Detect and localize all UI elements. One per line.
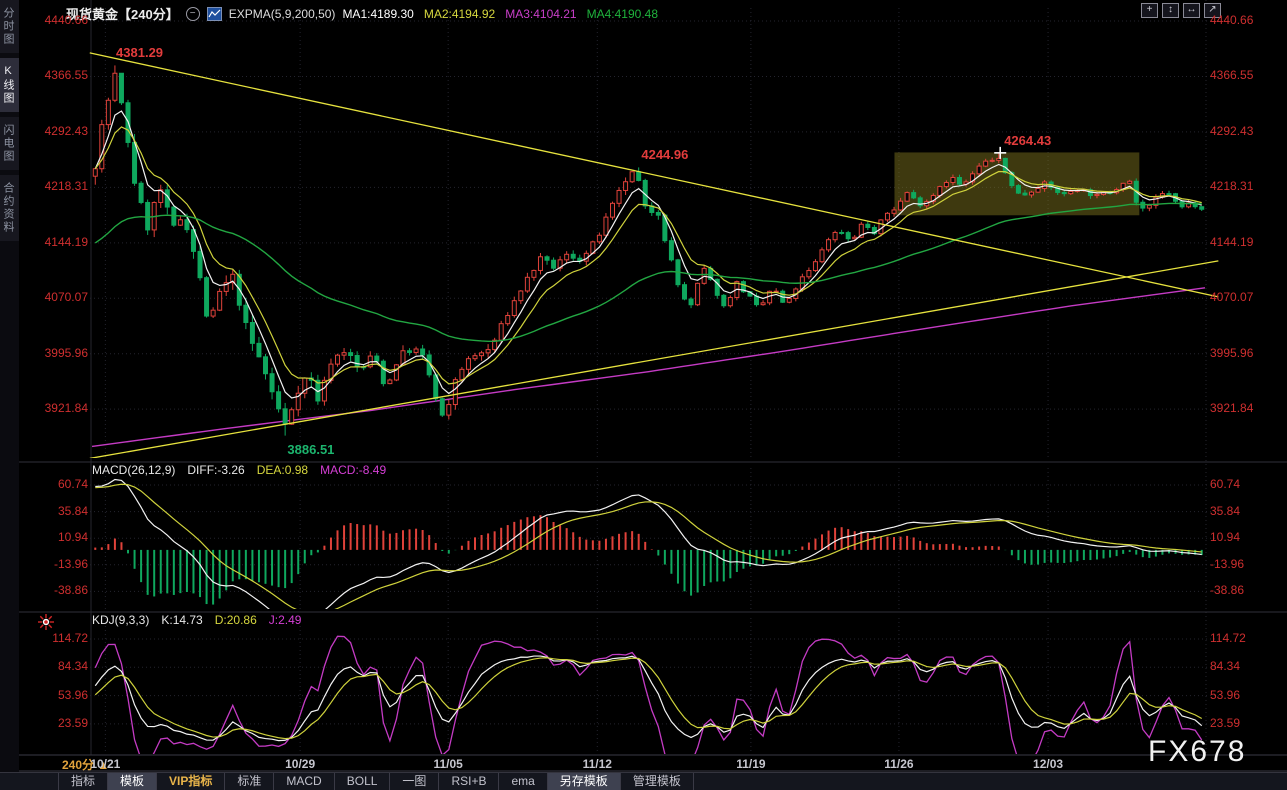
indicator-label: EXPMA(5,9,200,50) (228, 6, 336, 21)
footer-button-7[interactable]: RSI+B (439, 773, 500, 790)
watermark: FX678 (1148, 735, 1247, 768)
period-text: 240分 (62, 758, 95, 772)
date-tick-5: 11/26 (884, 757, 914, 771)
footer-button-3[interactable]: 标准 (225, 773, 275, 790)
kdj-readout-d: D:20.86 (214, 613, 257, 627)
macd-tick-right-3: -13.96 (1210, 556, 1245, 571)
price-annotation-3: 3886.51 (287, 441, 335, 457)
price-tick-right-0: 4440.66 (1210, 13, 1254, 27)
price-tick-right-1: 4366.55 (1210, 68, 1254, 83)
chart-toolbar: + ↕ ↔ ↗ (1141, 3, 1221, 18)
ma-legend: MA1:4189.30 MA2:4194.92 MA3:4104.21 MA4:419… (342, 7, 658, 21)
sidebar-tab-3[interactable]: 合约资料 (0, 175, 19, 241)
chevron-up-icon: ▲ (97, 758, 110, 772)
macd-tick-left-2: 10.94 (57, 530, 88, 545)
price-tick-left-6: 3995.96 (44, 345, 88, 360)
footer-button-8[interactable]: ema (499, 773, 548, 790)
macd-readout-diff: DIFF:-3.26 (187, 463, 245, 477)
main-chart-header: 现货黄金【240分】 − EXPMA(5,9,200,50) MA1:4189.… (66, 4, 658, 23)
price-tick-left-5: 4070.07 (44, 290, 88, 305)
price-tick-left-2: 4292.43 (44, 123, 88, 138)
legend-ma1: MA1:4189.30 (342, 6, 414, 21)
sidebar-tab-1[interactable]: K线图 (0, 58, 19, 112)
kdj-header: KDJ(9,3,3) K:14.73 D:20.86 J:2.49 (92, 613, 301, 627)
price-tick-left-1: 4366.55 (44, 68, 88, 83)
macd-tick-left-1: 35.84 (57, 503, 88, 518)
sidebar-tab-0[interactable]: 分时图 (0, 0, 19, 53)
date-tick-6: 12/03 (1033, 757, 1064, 771)
sidebar-tab-2[interactable]: 闪电图 (0, 117, 19, 170)
price-tick-left-0: 4440.66 (44, 13, 88, 27)
price-tick-right-7: 3921.84 (1210, 401, 1254, 416)
macd-readout-dea: DEA:0.98 (256, 463, 309, 477)
kdj-label: KDJ(9,3,3) (92, 613, 150, 627)
price-tick-right-6: 3995.96 (1210, 345, 1254, 360)
sidebar: 分时图 K线图闪电图合约资料 (0, 0, 19, 790)
kdj-tick-right-0: 114.72 (1210, 631, 1246, 645)
macd-tick-right-4: -38.86 (1210, 583, 1245, 598)
macd-readout-macd: MACD:-8.49 (320, 463, 387, 477)
export-chart-icon[interactable]: ↗ (1204, 3, 1221, 18)
footer-button-5[interactable]: BOLL (335, 773, 391, 790)
date-tick-4: 11/19 (736, 757, 766, 771)
collapse-icon[interactable]: − (185, 6, 200, 21)
macd-tick-right-1: 35.84 (1210, 503, 1241, 518)
kdj-tick-left-1: 84.34 (57, 659, 88, 674)
page-title: 现货黄金【240分】 (66, 7, 179, 22)
macd-tick-left-3: -13.96 (53, 556, 88, 571)
date-tick-1: 10/29 (285, 757, 316, 771)
period-selector[interactable]: 240分 ▲ (62, 756, 109, 773)
price-tick-right-4: 4144.19 (1210, 234, 1254, 249)
price-tick-left-4: 4144.19 (44, 234, 88, 249)
macd-label: MACD(26,12,9) (92, 463, 176, 477)
footer-button-0[interactable]: 指标 (58, 773, 109, 790)
date-tick-3: 11/12 (582, 757, 612, 771)
date-tick-0: 10/21 (90, 757, 121, 771)
legend-ma3: MA3:4104.21 (505, 6, 577, 21)
kdj-tick-right-3: 23.59 (1210, 715, 1241, 730)
footer-button-1[interactable]: 模板 (108, 773, 158, 790)
footer-button-10[interactable]: 管理模板 (621, 773, 694, 790)
kdj-tick-right-2: 53.96 (1210, 687, 1241, 702)
price-annotation-1: 4244.96 (641, 147, 689, 163)
price-tick-right-3: 4218.31 (1210, 179, 1254, 194)
footer-button-2[interactable]: VIP指标 (157, 773, 226, 790)
date-tick-2: 11/05 (433, 757, 463, 771)
macd-header: MACD(26,12,9) DIFF:-3.26 DEA:0.98 MACD:-8.… (92, 463, 386, 477)
kdj-tick-left-3: 23.59 (57, 715, 88, 730)
marker-icon (38, 614, 54, 635)
kdj-tick-left-0: 114.72 (52, 631, 88, 645)
price-tick-left-7: 3921.84 (44, 401, 88, 416)
kdj-tick-left-2: 53.96 (57, 687, 88, 702)
kdj-readout-j: J:2.49 (268, 613, 302, 627)
indicator-chart-icon[interactable] (206, 6, 222, 21)
legend-ma4: MA4:4190.48 (586, 6, 658, 21)
macd-tick-left-0: 60.74 (57, 477, 88, 491)
footer-toolbar: 指标 模板 VIP指标 标准 MACD BOLL 一图 RSI+B ema 另存模板 管理模板 (0, 772, 1287, 790)
macd-tick-right-2: 10.94 (1210, 530, 1241, 545)
legend-ma2: MA2:4194.92 (423, 6, 496, 21)
footer-button-4[interactable]: MACD (274, 773, 335, 790)
price-tick-right-5: 4070.07 (1210, 290, 1254, 305)
kdj-readout-k: K:14.73 (161, 613, 203, 627)
price-annotation-0: 4381.29 (116, 45, 164, 61)
footer-button-6[interactable]: 一图 (390, 773, 440, 790)
price-tick-left-3: 4218.31 (44, 179, 88, 194)
kdj-tick-right-1: 84.34 (1210, 659, 1241, 674)
price-annotation-2: 4264.43 (1004, 132, 1052, 148)
pan-tool-icon[interactable]: + (1141, 3, 1158, 18)
scale-x-axis-icon[interactable]: ↔ (1183, 3, 1200, 18)
macd-tick-left-4: -38.86 (53, 583, 88, 598)
price-tick-right-2: 4292.43 (1210, 123, 1254, 138)
macd-tick-right-0: 60.74 (1210, 477, 1241, 491)
footer-button-9[interactable]: 另存模板 (547, 773, 621, 790)
scale-y-axis-icon[interactable]: ↕ (1162, 3, 1179, 18)
